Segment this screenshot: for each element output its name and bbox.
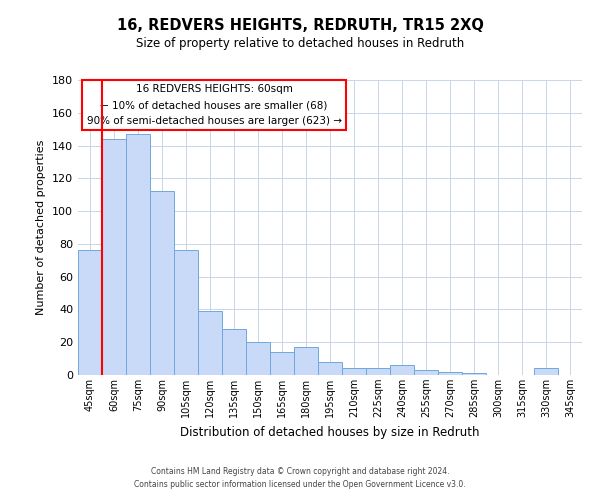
Text: 16 REDVERS HEIGHTS: 60sqm
← 10% of detached houses are smaller (68)
90% of semi-: 16 REDVERS HEIGHTS: 60sqm ← 10% of detac… [86, 84, 341, 126]
Bar [198, 311, 222, 375]
Text: Contains public sector information licensed under the Open Government Licence v3: Contains public sector information licen… [134, 480, 466, 489]
Bar [318, 362, 342, 375]
Bar [462, 374, 486, 375]
Bar [78, 250, 102, 375]
Y-axis label: Number of detached properties: Number of detached properties [37, 140, 46, 315]
Bar [438, 372, 462, 375]
X-axis label: Distribution of detached houses by size in Redruth: Distribution of detached houses by size … [180, 426, 480, 438]
Bar [150, 192, 174, 375]
Bar [366, 368, 390, 375]
Bar [342, 368, 366, 375]
Bar [294, 347, 318, 375]
Bar [390, 365, 414, 375]
Bar [270, 352, 294, 375]
Bar [246, 342, 270, 375]
Bar [534, 368, 558, 375]
Bar [414, 370, 438, 375]
Text: Size of property relative to detached houses in Redruth: Size of property relative to detached ho… [136, 38, 464, 51]
Bar [174, 250, 198, 375]
Text: 16, REDVERS HEIGHTS, REDRUTH, TR15 2XQ: 16, REDVERS HEIGHTS, REDRUTH, TR15 2XQ [116, 18, 484, 32]
Bar [102, 139, 126, 375]
Text: Contains HM Land Registry data © Crown copyright and database right 2024.: Contains HM Land Registry data © Crown c… [151, 467, 449, 476]
Bar [222, 329, 246, 375]
Bar [126, 134, 150, 375]
